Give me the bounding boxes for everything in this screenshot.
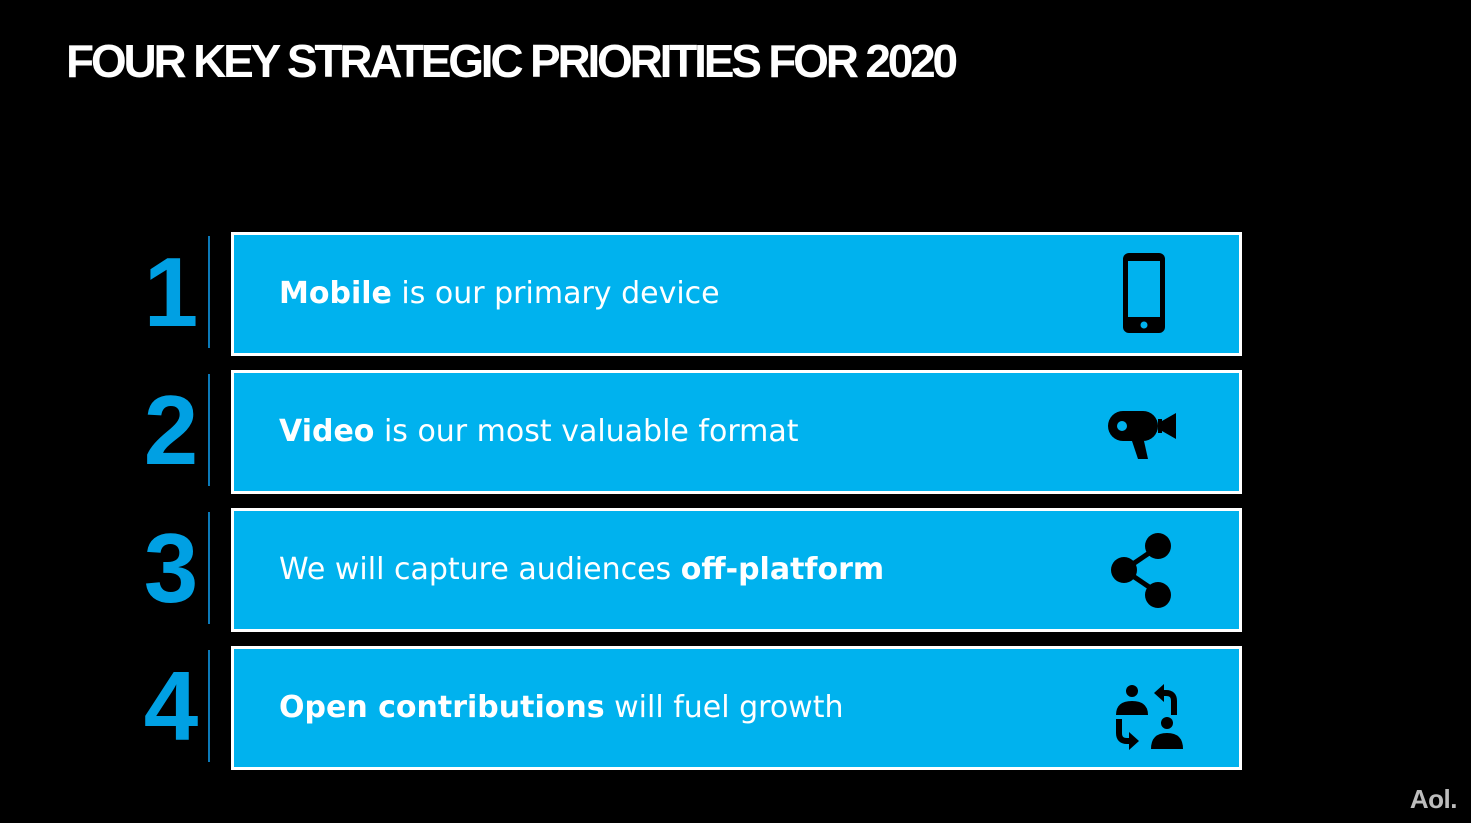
aol-logo: Aol.: [1409, 784, 1458, 814]
priority-text: Mobile is our primary device: [279, 235, 720, 353]
priority-row-1: 1 Mobile is our primary device: [0, 232, 1471, 372]
share-icon: [1111, 533, 1171, 608]
priority-number: 1: [143, 237, 199, 347]
priority-box: Video is our most valuable format: [231, 370, 1242, 494]
priority-text: Video is our most valuable format: [279, 373, 799, 491]
user-exchange-icon: [1116, 684, 1183, 750]
priority-number: 3: [143, 513, 199, 623]
priority-text-bold: Video: [279, 414, 375, 449]
priority-row-3: 3 We will capture audiences off-platform: [0, 508, 1471, 648]
video-camera-icon: [1108, 411, 1176, 459]
priority-number: 2: [143, 375, 199, 485]
priority-text: Open contributions will fuel growth: [279, 649, 843, 767]
priority-number: 4: [143, 651, 199, 761]
divider-line: [208, 374, 210, 486]
slide-title: FOUR KEY STRATEGIC PRIORITIES FOR 2020: [66, 35, 958, 87]
priority-text-regular: is our most valuable format: [374, 414, 799, 449]
priority-text: We will capture audiences off-platform: [279, 511, 884, 629]
priority-box: Open contributions will fuel growth: [231, 646, 1242, 770]
priority-text-regular: is our primary device: [391, 276, 720, 311]
priority-box: Mobile is our primary device: [231, 232, 1242, 356]
priority-row-2: 2 Video is our most valuable format: [0, 370, 1471, 510]
priority-text-regular: We will capture audiences: [279, 552, 681, 587]
priority-box: We will capture audiences off-platform: [231, 508, 1242, 632]
priority-row-4: 4 Open contributions will fuel growth: [0, 646, 1471, 786]
divider-line: [208, 236, 210, 348]
priority-text-bold: off-platform: [680, 552, 885, 587]
divider-line: [208, 650, 210, 762]
smartphone-icon: [1123, 253, 1165, 333]
priority-text-regular: will fuel growth: [604, 690, 844, 725]
priority-text-bold: Open contributions: [279, 690, 605, 725]
priority-text-bold: Mobile: [279, 276, 392, 311]
divider-line: [208, 512, 210, 624]
